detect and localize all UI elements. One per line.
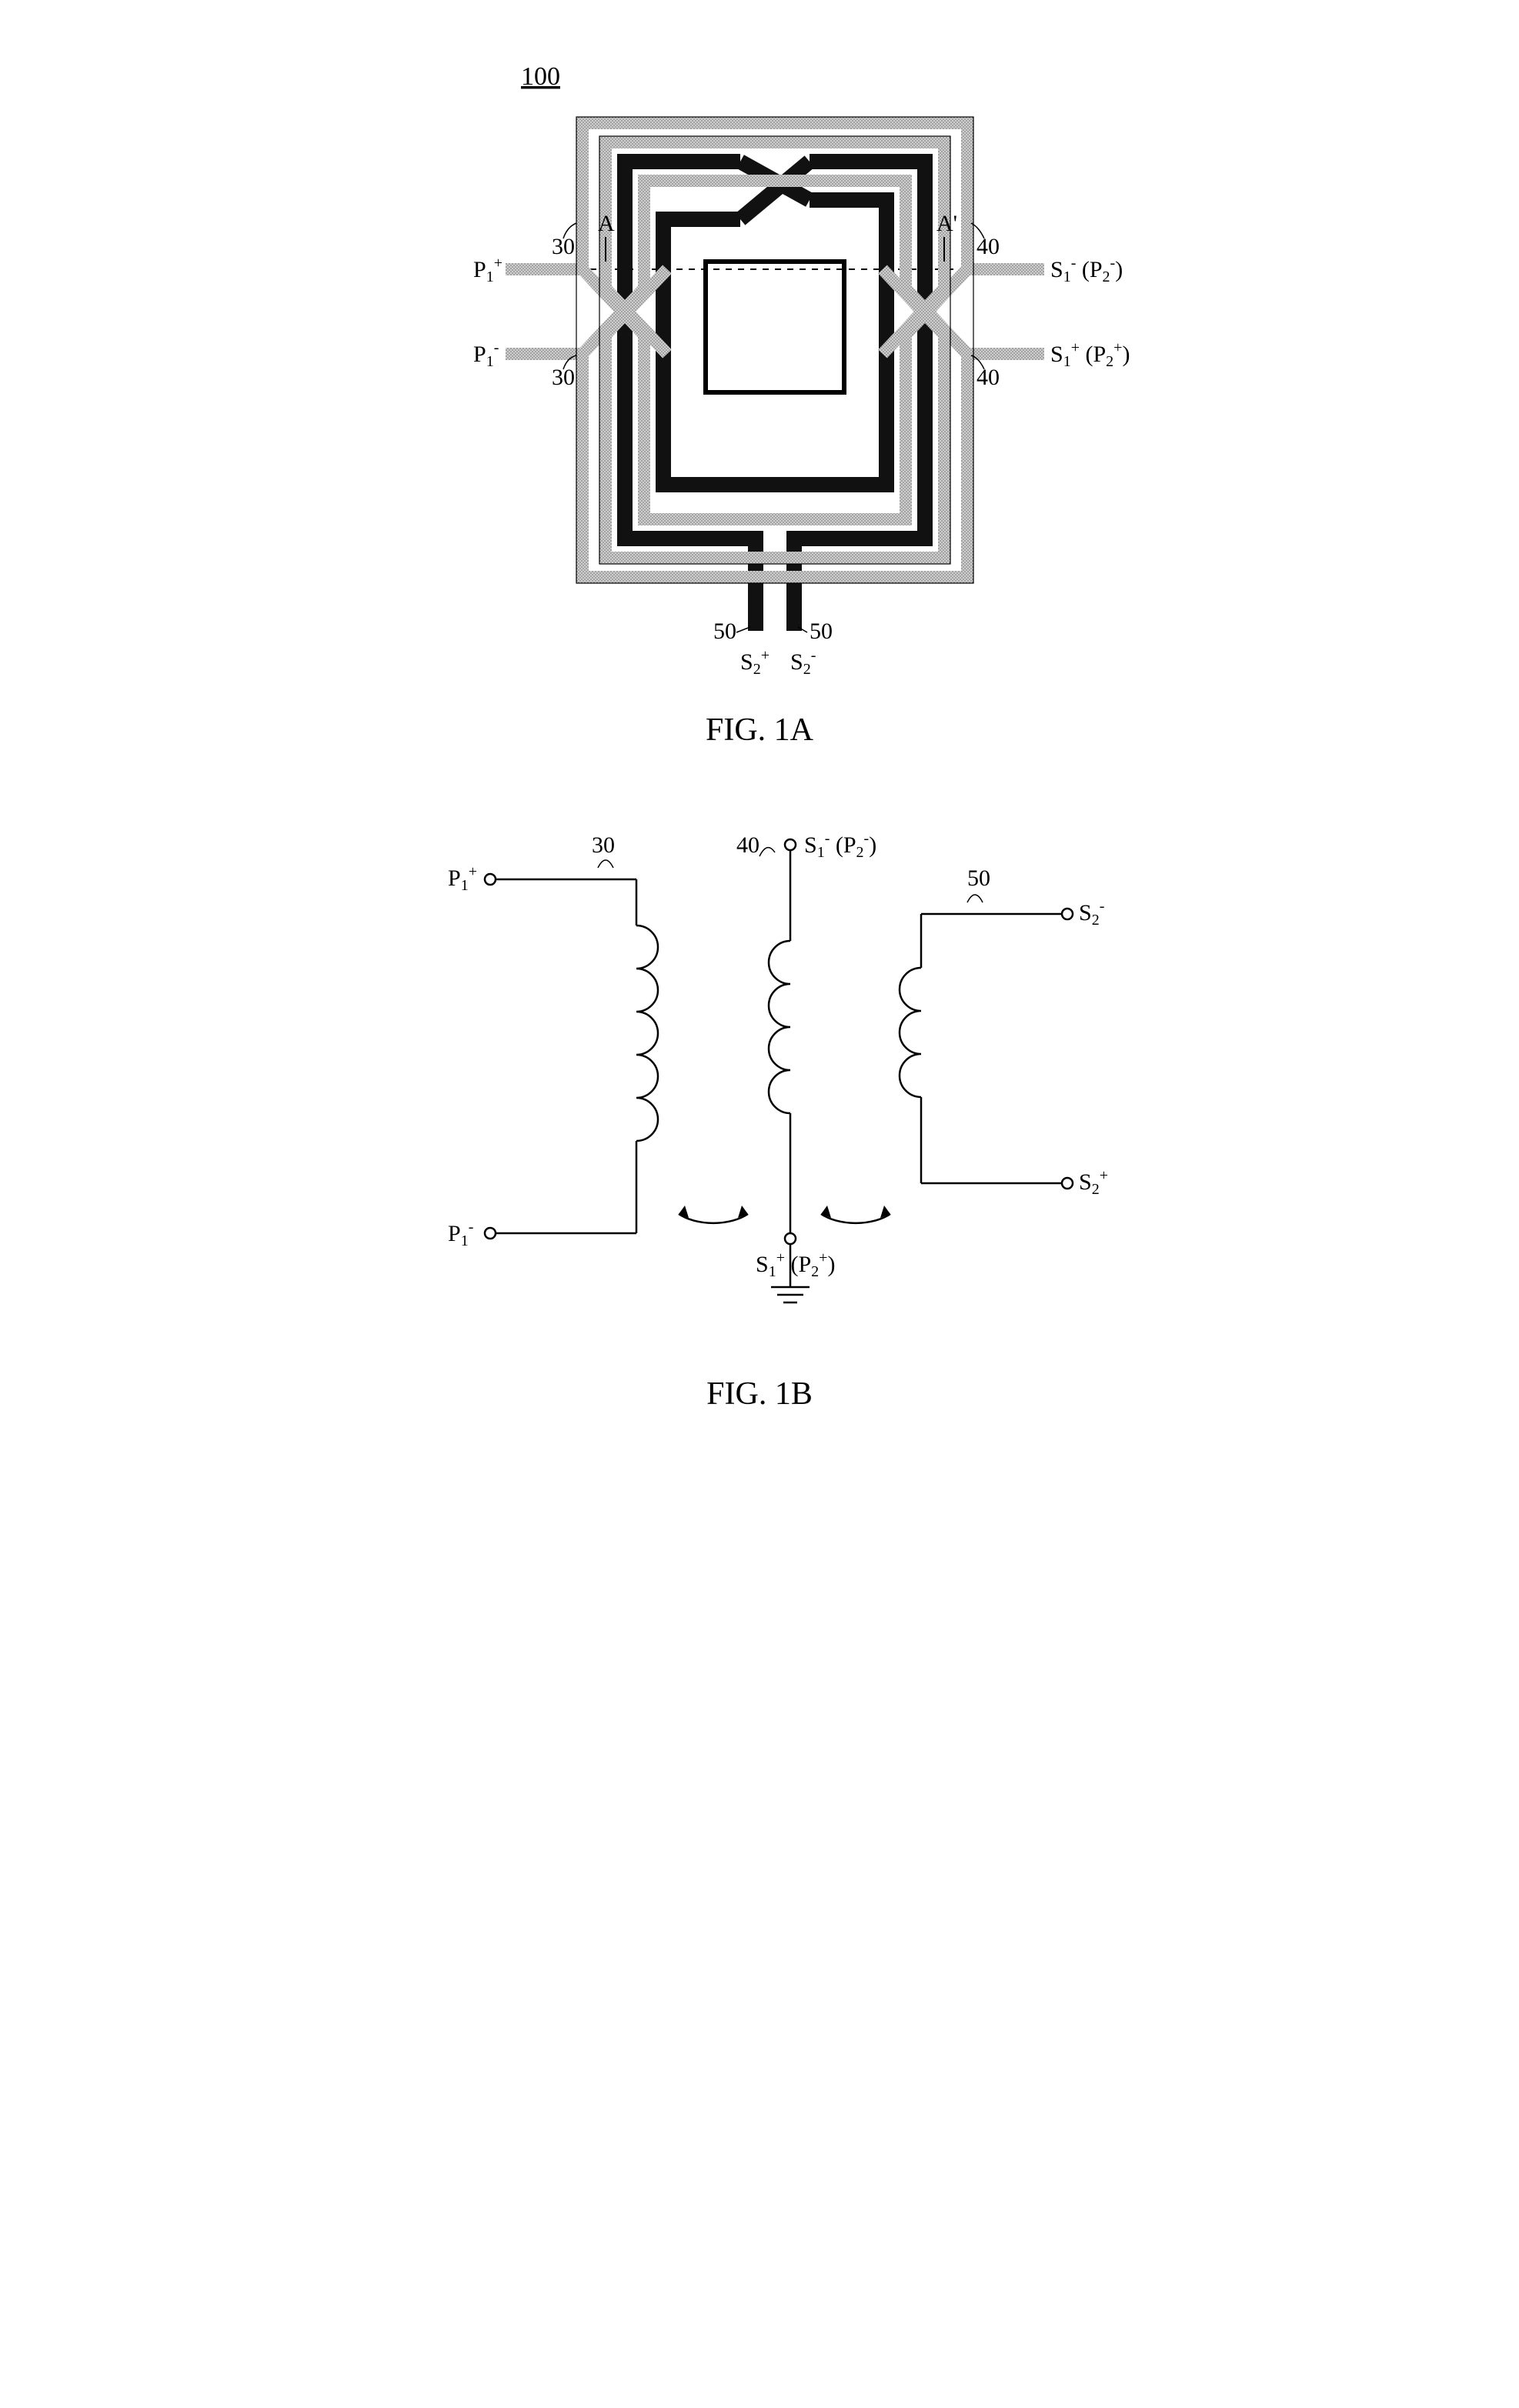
svg-text:P1+: P1+ (473, 255, 502, 285)
figure-1a-svg: 100 (375, 31, 1144, 685)
svg-text:40: 40 (736, 832, 760, 858)
svg-text:P1-: P1- (448, 1219, 473, 1249)
svg-text:50: 50 (967, 865, 990, 891)
inductor-30 (485, 874, 658, 1239)
inductor-40 (769, 839, 810, 1302)
figure-1b-svg: 30 40 50 P1+ P1- S1- (P2-) S1+ (P2+) S2-… (375, 795, 1144, 1349)
svg-text:A': A' (936, 211, 957, 236)
svg-text:S2-: S2- (790, 647, 816, 678)
svg-text:40: 40 (976, 365, 1000, 390)
svg-text:S2+: S2+ (740, 647, 770, 678)
fig-1a-caption: FIG. 1A (375, 712, 1144, 749)
svg-text:50: 50 (713, 619, 736, 644)
svg-text:40: 40 (976, 234, 1000, 259)
svg-text:50: 50 (810, 619, 833, 644)
figure-1b-container: 30 40 50 P1+ P1- S1- (P2-) S1+ (P2+) S2-… (375, 795, 1144, 1459)
inductor-50 (900, 909, 1073, 1189)
fig-1b-caption: FIG. 1B (375, 1376, 1144, 1412)
svg-text:30: 30 (592, 832, 615, 858)
coupling-arrows (679, 1206, 890, 1223)
figure-1a-container: 100 (375, 31, 1144, 795)
svg-text:S1+ (P2+): S1+ (P2+) (756, 1249, 835, 1280)
svg-text:P1-: P1- (473, 339, 499, 370)
svg-text:S2-: S2- (1079, 898, 1104, 929)
svg-text:A: A (598, 211, 615, 236)
svg-text:P1+: P1+ (448, 863, 477, 894)
svg-text:S2+: S2+ (1079, 1167, 1108, 1198)
labels-1b: 30 40 50 P1+ P1- S1- (P2-) S1+ (P2+) S2-… (448, 830, 1108, 1280)
svg-text:S1- (P2-): S1- (P2-) (1050, 255, 1123, 285)
svg-text:S1- (P2-): S1- (P2-) (804, 830, 876, 861)
svg-text:S1+ (P2+): S1+ (P2+) (1050, 339, 1130, 370)
ref-100: 100 (521, 62, 560, 91)
